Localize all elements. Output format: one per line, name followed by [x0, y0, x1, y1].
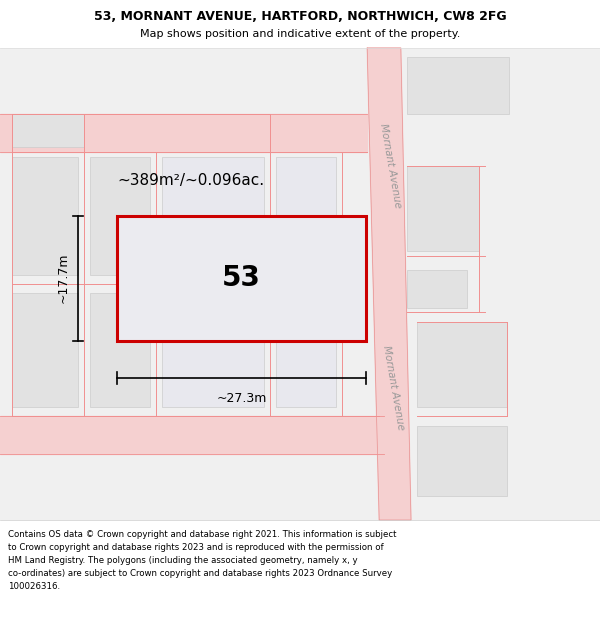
Bar	[417, 322, 507, 407]
Bar	[407, 58, 509, 114]
Bar	[162, 156, 264, 274]
Bar	[12, 114, 84, 147]
Bar	[90, 156, 150, 274]
Text: ~17.7m: ~17.7m	[57, 253, 70, 303]
Bar	[0, 520, 600, 625]
Bar	[12, 294, 78, 407]
Text: ~389m²/~0.096ac.: ~389m²/~0.096ac.	[117, 173, 264, 188]
Polygon shape	[367, 48, 411, 520]
Bar	[90, 294, 150, 407]
Text: Map shows position and indicative extent of the property.: Map shows position and indicative extent…	[140, 29, 460, 39]
Polygon shape	[0, 416, 404, 454]
Bar	[0, 48, 600, 520]
Bar	[0, 0, 600, 48]
Text: Mornant Avenue: Mornant Avenue	[382, 344, 406, 431]
Bar	[407, 166, 479, 251]
Bar	[276, 294, 336, 407]
Bar	[407, 270, 467, 308]
Text: 53: 53	[222, 264, 261, 292]
Text: to Crown copyright and database rights 2023 and is reproduced with the permissio: to Crown copyright and database rights 2…	[8, 543, 383, 552]
Bar	[162, 294, 264, 407]
Bar	[12, 156, 78, 274]
Text: ~27.3m: ~27.3m	[217, 392, 266, 406]
Bar	[117, 216, 366, 341]
Text: 53, MORNANT AVENUE, HARTFORD, NORTHWICH, CW8 2FG: 53, MORNANT AVENUE, HARTFORD, NORTHWICH,…	[94, 9, 506, 22]
Text: Mornant Avenue: Mornant Avenue	[379, 123, 403, 209]
Text: HM Land Registry. The polygons (including the associated geometry, namely x, y: HM Land Registry. The polygons (includin…	[8, 556, 358, 565]
Text: Contains OS data © Crown copyright and database right 2021. This information is : Contains OS data © Crown copyright and d…	[8, 530, 397, 539]
Text: 100026316.: 100026316.	[8, 582, 60, 591]
Bar	[276, 156, 336, 274]
Text: co-ordinates) are subject to Crown copyright and database rights 2023 Ordnance S: co-ordinates) are subject to Crown copyr…	[8, 569, 392, 578]
Polygon shape	[0, 114, 367, 152]
Bar	[417, 426, 507, 496]
